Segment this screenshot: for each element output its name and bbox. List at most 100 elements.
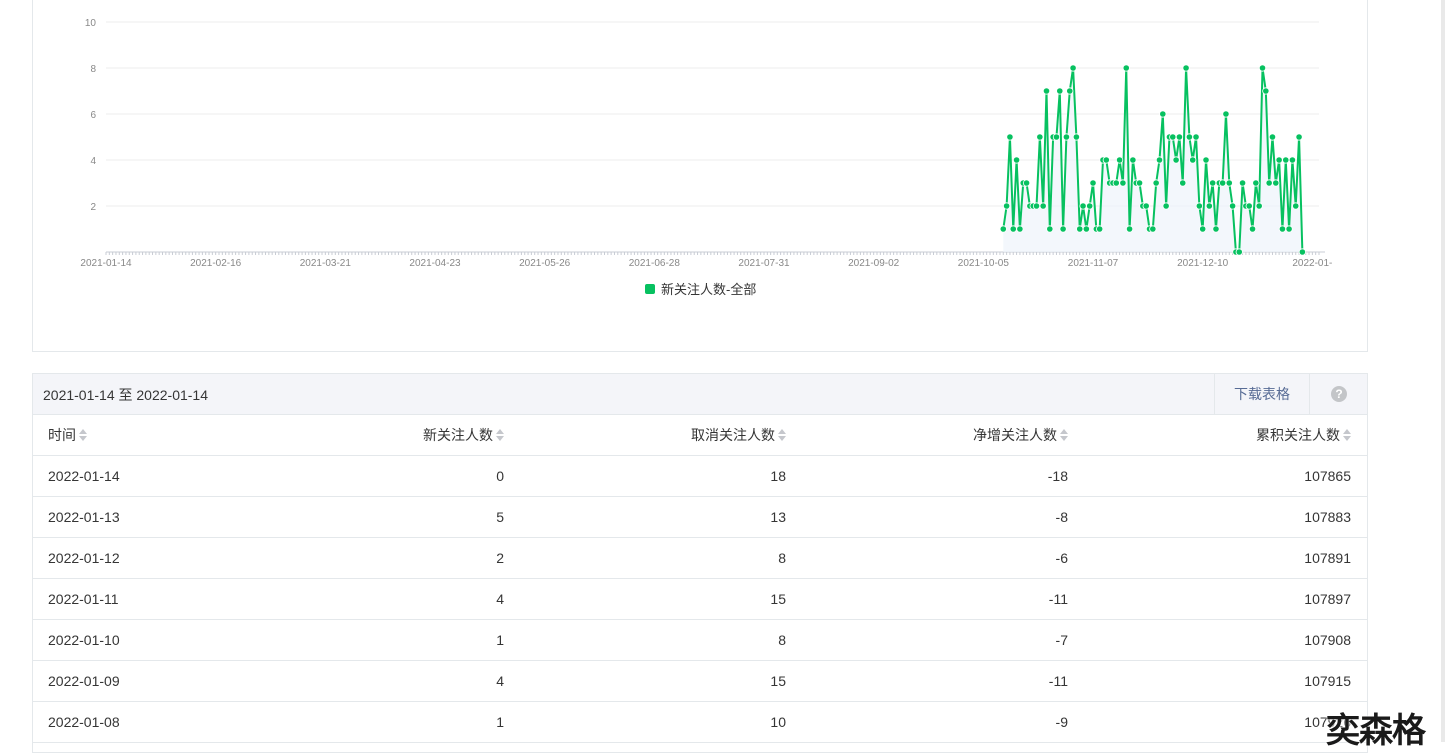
data-point	[1192, 133, 1200, 141]
data-point	[1096, 225, 1104, 233]
table-row: 2022-01-13 5 13 -8 107883	[33, 497, 1367, 538]
x-tick-label: 2021-02-16	[190, 258, 242, 269]
cell-total-followers: 107883	[1304, 509, 1351, 525]
cell-new-followers: 5	[496, 509, 504, 525]
data-point	[1205, 202, 1213, 210]
data-point	[1016, 225, 1024, 233]
data-point	[1129, 156, 1137, 164]
data-point	[1255, 202, 1263, 210]
column-header-total-followers[interactable]: 累积关注人数	[1256, 415, 1351, 455]
y-tick-label: 6	[90, 110, 96, 121]
cell-new-followers: 1	[496, 714, 504, 730]
data-point	[1155, 156, 1164, 164]
data-point	[1209, 179, 1217, 187]
data-point	[999, 225, 1007, 233]
data-point	[1272, 179, 1280, 187]
cell-unfollows: 8	[778, 632, 786, 648]
data-point	[1076, 225, 1084, 233]
data-point	[1238, 179, 1247, 187]
y-tick-label: 8	[90, 64, 96, 75]
data-point	[1125, 225, 1134, 233]
data-point	[1135, 179, 1144, 187]
data-point	[1282, 156, 1290, 164]
page-scrollbar[interactable]	[1441, 0, 1445, 742]
data-point	[1285, 225, 1293, 233]
cell-net-growth: -11	[1048, 591, 1068, 607]
cell-new-followers: 4	[496, 591, 504, 607]
cell-new-followers: 0	[496, 468, 504, 484]
date-range-label: 2021-01-14 至 2022-01-14	[43, 387, 209, 403]
cell-net-growth: -18	[1047, 468, 1068, 484]
cell-total-followers: 107897	[1304, 591, 1351, 607]
cell-date: 2022-01-08	[48, 714, 120, 730]
trend-chart-card: 2 4 6 8 10 2021-01-14 2021-02-16 2021-03-21 2021…	[32, 0, 1368, 352]
data-point	[1089, 179, 1097, 187]
data-table-card: 2021-01-14 至 2022-01-14 下载表格 ? 时间 新关注人数 …	[32, 373, 1368, 753]
data-point	[1228, 202, 1237, 210]
data-point	[1142, 202, 1150, 210]
cell-total-followers: 107908	[1304, 632, 1351, 648]
data-point	[1159, 110, 1167, 118]
x-tick-label: 2021-07-31	[738, 258, 790, 269]
data-point	[1235, 248, 1243, 256]
data-point	[1122, 64, 1130, 72]
table-row: 2022-01-14 0 18 -18 107865	[33, 456, 1367, 497]
data-point	[1006, 133, 1014, 141]
data-point	[1012, 156, 1021, 164]
cell-new-followers: 1	[496, 632, 504, 648]
column-header-unfollows[interactable]: 取消关注人数	[691, 415, 786, 455]
column-header-date[interactable]: 时间	[48, 415, 87, 455]
data-point	[1119, 179, 1127, 187]
data-point	[1169, 133, 1177, 141]
cell-unfollows: 15	[770, 673, 786, 689]
y-tick-label: 4	[90, 156, 96, 167]
data-point	[1275, 156, 1283, 164]
cell-date: 2022-01-13	[48, 509, 120, 525]
y-tick-label: 10	[85, 18, 97, 29]
table-row: 2022-01-12 2 8 -6 107891	[33, 538, 1367, 579]
data-point	[1069, 64, 1077, 72]
sort-icon[interactable]	[1343, 429, 1351, 442]
sort-icon[interactable]	[496, 429, 504, 442]
x-tick-label: 2021-11-07	[1068, 258, 1119, 269]
data-point	[1149, 225, 1157, 233]
legend-swatch	[645, 284, 655, 294]
download-table-button[interactable]: 下载表格	[1214, 374, 1309, 414]
x-tick-label: 2021-06-28	[629, 258, 681, 269]
x-tick-label: 2022-01-	[1292, 258, 1332, 269]
data-point	[1185, 133, 1193, 141]
sort-icon[interactable]	[79, 429, 87, 442]
cell-net-growth: -7	[1055, 632, 1068, 648]
cell-new-followers: 2	[496, 550, 504, 566]
data-point	[1245, 202, 1253, 210]
table-row: 2022-01-08 1 10 -9 107926	[33, 702, 1367, 743]
data-point	[1056, 87, 1064, 95]
sort-icon[interactable]	[778, 429, 786, 442]
column-header-net-growth[interactable]: 净增关注人数	[973, 415, 1068, 455]
data-point	[1102, 156, 1110, 164]
data-point	[1152, 179, 1160, 187]
data-point	[1082, 225, 1090, 233]
data-point	[1072, 133, 1081, 141]
data-point	[1298, 248, 1306, 256]
data-point	[1295, 133, 1303, 141]
data-point	[1042, 87, 1051, 95]
data-point	[1036, 133, 1044, 141]
table-row: 2022-01-10 1 8 -7 107908	[33, 620, 1367, 661]
data-point	[1225, 179, 1233, 187]
data-point	[1062, 133, 1071, 141]
y-tick-label: 2	[90, 202, 96, 213]
trend-chart: 2 4 6 8 10 2021-01-14 2021-02-16 2021-03-21 2021…	[80, 18, 1332, 297]
data-point	[1046, 225, 1054, 233]
data-point	[1258, 64, 1267, 72]
sort-icon[interactable]	[1060, 429, 1068, 442]
column-header-new-followers[interactable]: 新关注人数	[423, 415, 504, 455]
cell-total-followers: 107891	[1304, 550, 1351, 566]
data-point	[1116, 156, 1124, 164]
cell-total-followers: 107926	[1304, 714, 1351, 730]
data-point	[1278, 225, 1287, 233]
data-point	[1079, 202, 1087, 210]
help-button[interactable]: ?	[1309, 374, 1367, 414]
cell-date: 2022-01-10	[48, 632, 120, 648]
data-point	[1022, 179, 1031, 187]
